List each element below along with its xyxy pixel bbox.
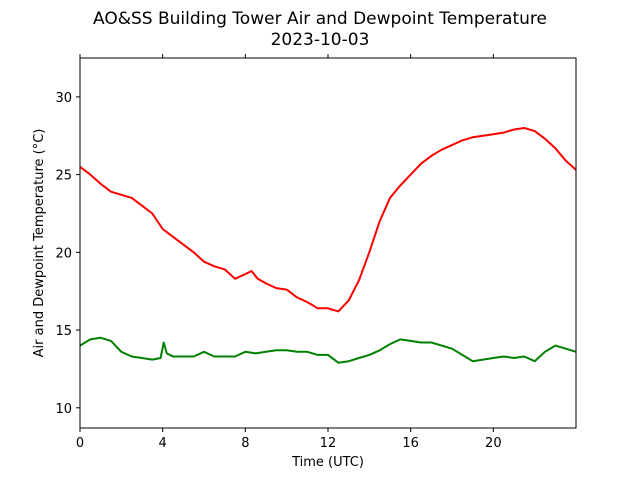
- y-tick-label: 10: [55, 402, 72, 417]
- series-line-1: [79, 127, 577, 313]
- x-tick-label: 12: [320, 436, 337, 451]
- chart-title: AO&SS Building Tower Air and Dewpoint Te…: [93, 9, 547, 29]
- chart-subtitle: 2023-10-03: [271, 30, 370, 50]
- y-tick-label: 20: [55, 246, 72, 261]
- y-tick-label: 25: [55, 169, 72, 184]
- x-tick-label: 20: [485, 436, 502, 451]
- x-axis: 0 4 8 12 16 20: [76, 54, 502, 451]
- x-tick-label: 0: [76, 436, 84, 451]
- y-tick-label: 30: [55, 91, 72, 106]
- series-line-2: [79, 336, 577, 364]
- x-tick-label: 8: [241, 436, 249, 451]
- y-axis: 10 15 20 25 30: [55, 91, 80, 417]
- y-axis-label: Air and Dewpoint Temperature (°C): [32, 129, 47, 358]
- x-tick-label: 16: [402, 436, 419, 451]
- plot-area: [80, 58, 576, 428]
- series-layer: [79, 127, 577, 364]
- x-tick-label: 4: [159, 436, 167, 451]
- y-tick-label: 15: [55, 324, 72, 339]
- x-axis-label: Time (UTC): [291, 455, 364, 470]
